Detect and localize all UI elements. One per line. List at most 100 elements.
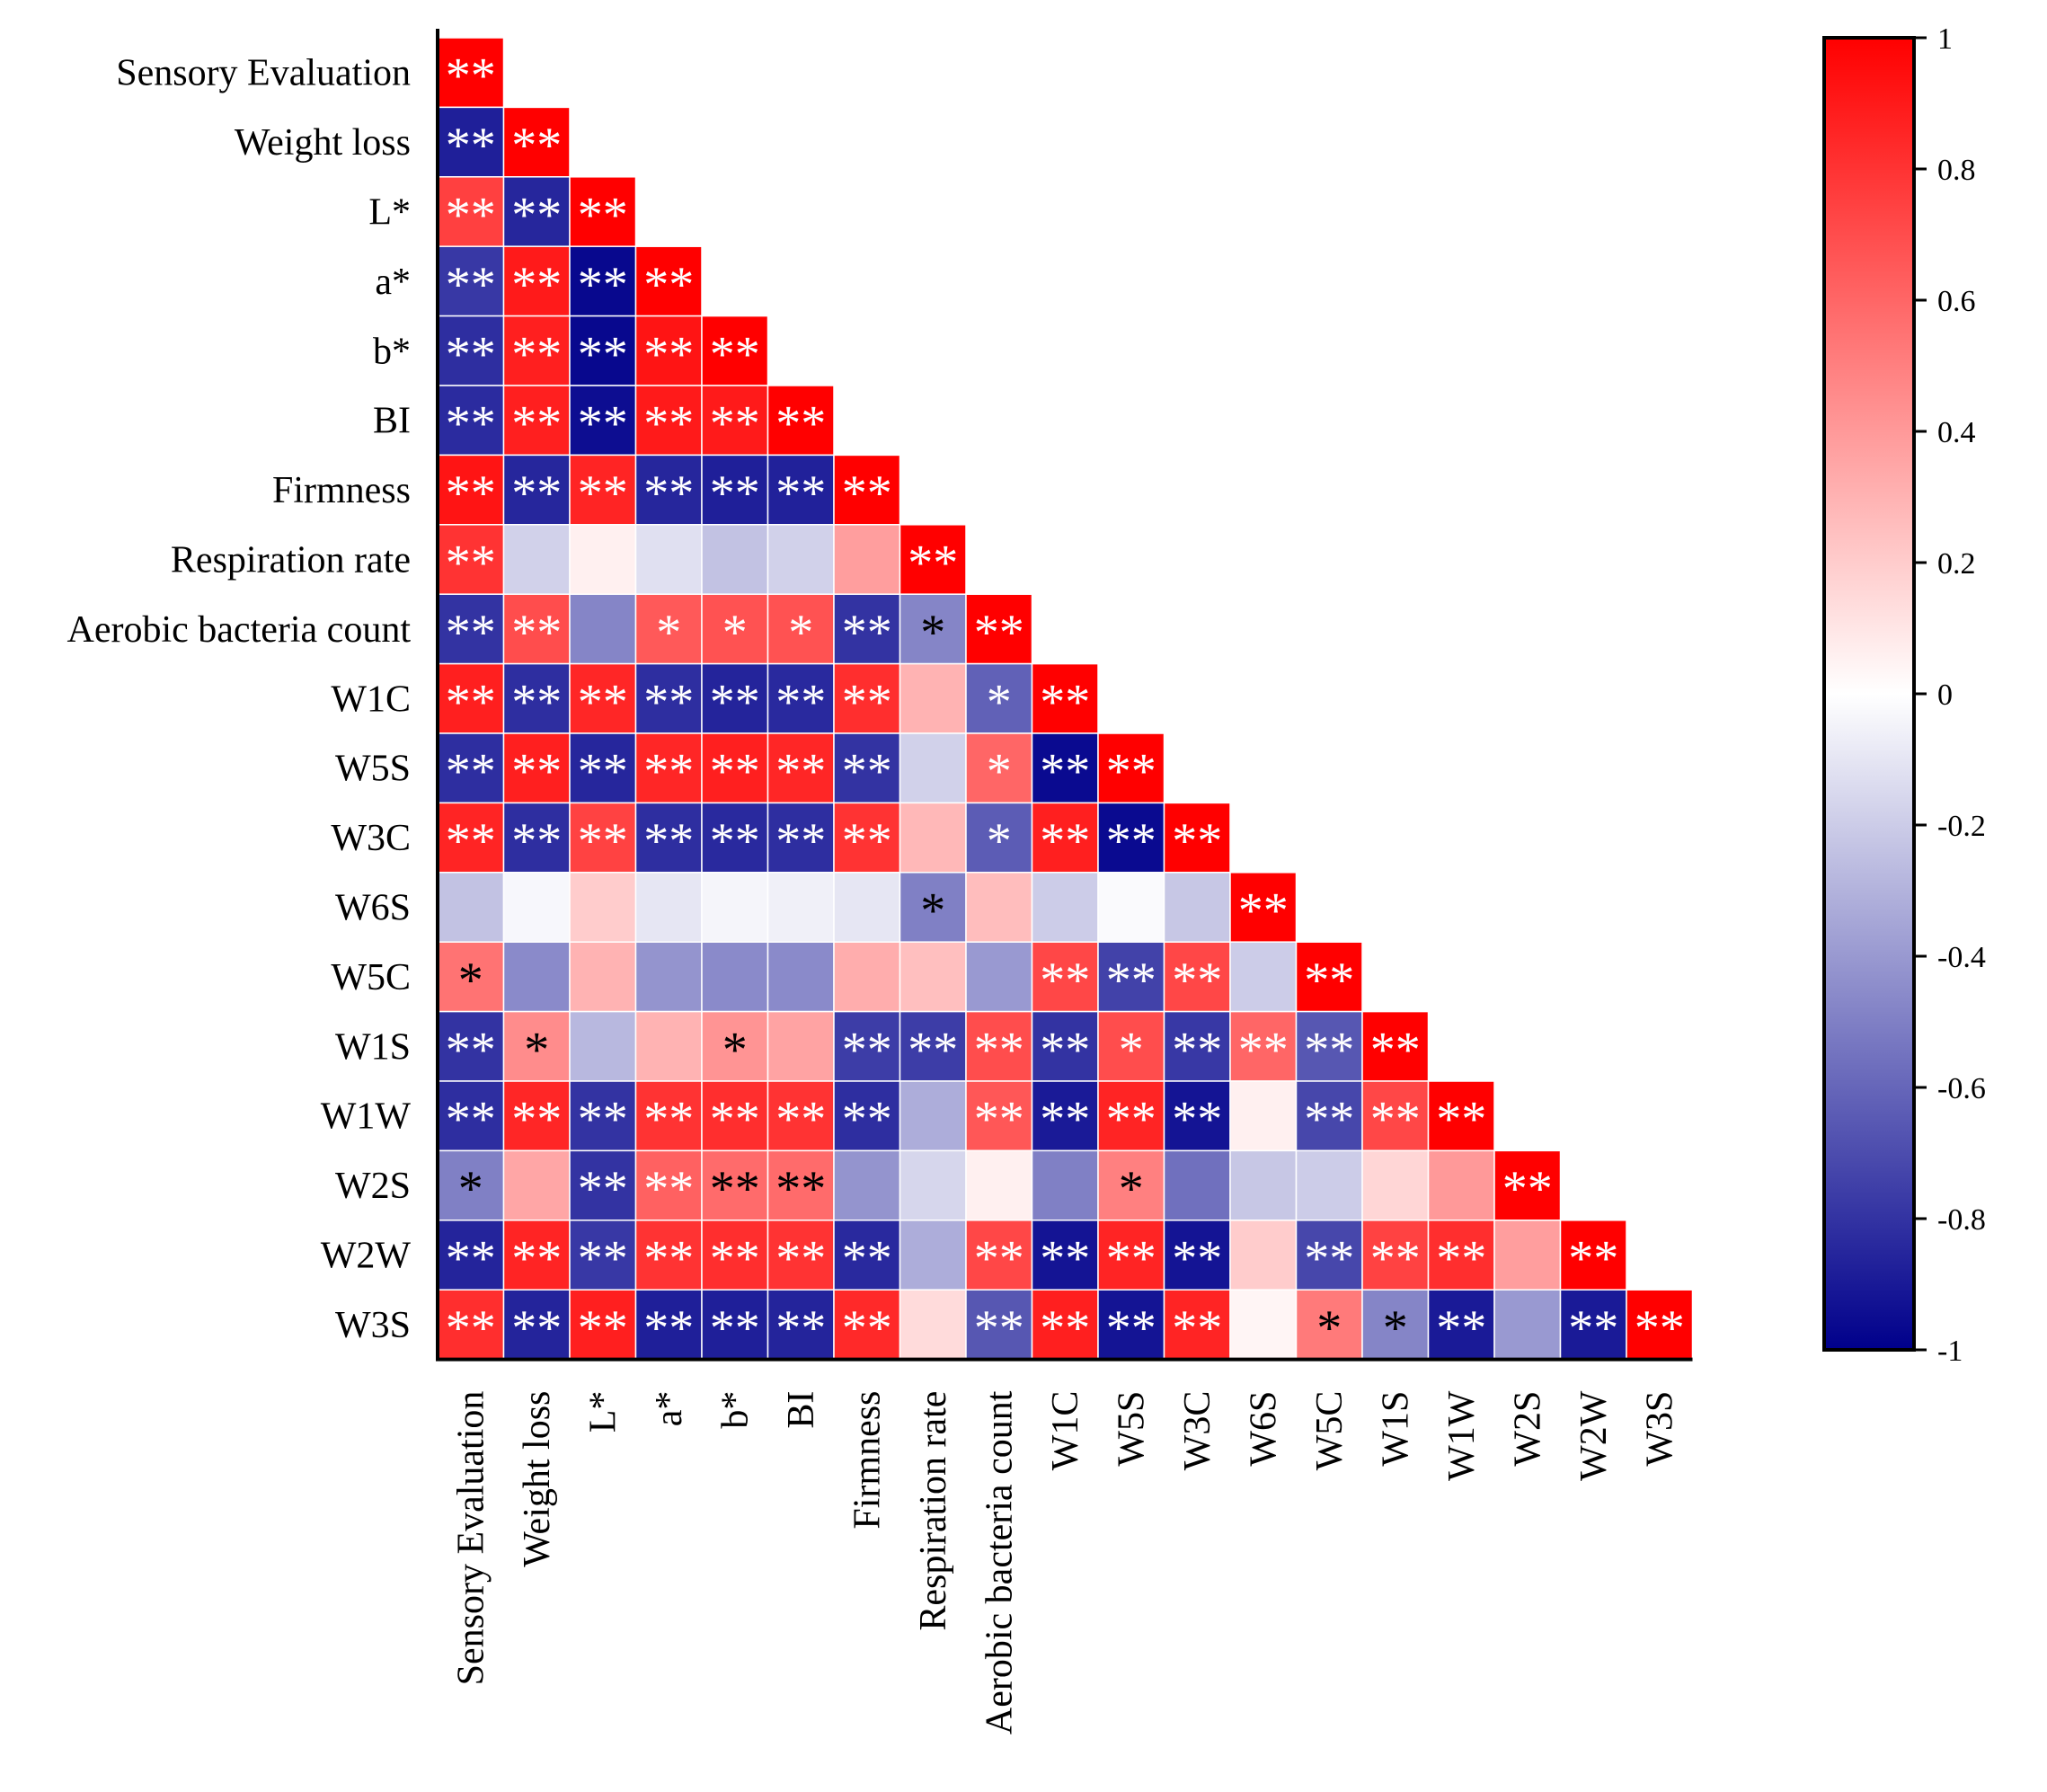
cell-11-0 xyxy=(437,802,505,874)
sig-mark-15-11: ** xyxy=(1172,1092,1222,1148)
sig-mark-18-3: ** xyxy=(643,1300,694,1356)
column-label-8: Aerobic bacteria count xyxy=(979,1390,1021,1734)
sig-mark-14-13: ** xyxy=(1304,1022,1354,1078)
sig-mark-14-4: * xyxy=(722,1022,748,1078)
sig-mark-16-2: ** xyxy=(578,1161,628,1217)
cell-14-14 xyxy=(1361,1010,1430,1082)
cell-16-13 xyxy=(1295,1149,1363,1221)
sig-mark-15-3: ** xyxy=(643,1092,694,1148)
cell-18-6 xyxy=(833,1289,901,1361)
sig-mark-15-8: ** xyxy=(974,1092,1024,1148)
sig-mark-16-10: * xyxy=(1119,1161,1144,1217)
cell-6-1 xyxy=(502,454,571,526)
cell-0-0 xyxy=(437,37,505,109)
column-label-14: W1S xyxy=(1376,1391,1417,1467)
cell-13-11 xyxy=(1163,941,1231,1013)
cell-16-15 xyxy=(1427,1149,1495,1221)
cell-11-6 xyxy=(833,802,901,874)
column-label-1: Weight loss xyxy=(517,1391,558,1567)
cell-16-12 xyxy=(1229,1149,1298,1221)
sig-mark-17-10: ** xyxy=(1106,1231,1156,1287)
cell-18-7 xyxy=(899,1289,967,1361)
column-label-15: W1W xyxy=(1441,1390,1483,1481)
cell-15-3 xyxy=(634,1080,703,1152)
cell-1-0 xyxy=(437,106,505,178)
cell-12-11 xyxy=(1163,872,1231,943)
cell-5-1 xyxy=(502,385,571,457)
cell-7-4 xyxy=(701,524,769,595)
sig-mark-10-10: ** xyxy=(1106,744,1156,800)
colorbar: 1 0.8 0.6 0.4 0.2 0 -0.2 -0.4 -0.6 -0.8 -1 xyxy=(1822,22,1986,1368)
cell-10-10 xyxy=(1097,732,1165,804)
sig-mark-15-14: ** xyxy=(1370,1092,1421,1148)
cell-11-9 xyxy=(1031,802,1099,874)
cell-15-8 xyxy=(965,1080,1033,1152)
cell-7-3 xyxy=(634,524,703,595)
cell-7-6 xyxy=(833,524,901,595)
sig-mark-6-6: ** xyxy=(842,466,892,521)
sig-mark-18-17: ** xyxy=(1568,1300,1618,1356)
cell-18-1 xyxy=(502,1289,571,1361)
cell-17-8 xyxy=(965,1220,1033,1291)
column-label-13: W5C xyxy=(1309,1391,1351,1471)
sig-mark-15-2: ** xyxy=(578,1092,628,1148)
cell-11-8 xyxy=(965,802,1033,874)
cell-9-5 xyxy=(767,662,835,734)
colorbar-tick-label-5: 0 xyxy=(1937,679,1953,712)
sig-mark-10-4: ** xyxy=(710,744,760,800)
column-label-7: Respiration rate xyxy=(913,1391,954,1631)
sig-mark-8-5: * xyxy=(788,605,813,661)
cell-13-13 xyxy=(1295,941,1363,1013)
column-label-3: a* xyxy=(649,1391,690,1427)
row-label-12: W6S xyxy=(335,888,411,929)
sig-mark-15-9: ** xyxy=(1040,1092,1090,1148)
cell-11-2 xyxy=(569,802,637,874)
cell-17-7 xyxy=(899,1220,967,1291)
cell-14-13 xyxy=(1295,1010,1363,1082)
cell-18-9 xyxy=(1031,1289,1099,1361)
colorbar-tick-label-7: -0.4 xyxy=(1937,941,1986,974)
column-label-0: Sensory Evaluation xyxy=(451,1391,492,1686)
cell-11-7 xyxy=(899,802,967,874)
cell-6-0 xyxy=(437,454,505,526)
cell-7-5 xyxy=(767,524,835,595)
sig-mark-13-9: ** xyxy=(1040,953,1090,1008)
sig-mark-18-0: ** xyxy=(446,1300,496,1356)
sig-mark-14-12: ** xyxy=(1238,1022,1289,1078)
colorbar-tick-label-0: 1 xyxy=(1937,22,1953,56)
sig-mark-3-1: ** xyxy=(511,257,562,313)
cell-14-7 xyxy=(899,1010,967,1082)
cell-12-12 xyxy=(1229,872,1298,943)
sig-mark-15-13: ** xyxy=(1304,1092,1354,1148)
sig-mark-9-2: ** xyxy=(578,674,628,730)
sig-mark-6-1: ** xyxy=(511,466,562,521)
cell-13-2 xyxy=(569,941,637,1013)
column-label-4: b* xyxy=(715,1391,757,1429)
colorbar-tick-label-4: 0.2 xyxy=(1937,547,1976,581)
cell-18-5 xyxy=(767,1289,835,1361)
column-label-9: W1C xyxy=(1045,1391,1086,1471)
sig-mark-14-11: ** xyxy=(1172,1022,1222,1078)
cell-9-8 xyxy=(965,662,1033,734)
cell-16-14 xyxy=(1361,1149,1430,1221)
sig-mark-18-4: ** xyxy=(710,1300,760,1356)
cell-18-11 xyxy=(1163,1289,1231,1361)
row-label-0: Sensory Evaluation xyxy=(116,53,411,94)
cell-17-14 xyxy=(1361,1220,1430,1291)
cell-16-11 xyxy=(1163,1149,1231,1221)
column-labels: Sensory Evaluation Weight loss L* a* b* BI Fir… xyxy=(451,1390,1681,1734)
sig-mark-11-2: ** xyxy=(578,813,628,869)
sig-mark-8-4: * xyxy=(722,605,748,661)
axes-layer xyxy=(436,29,1693,1362)
significance-layer: **** **** ** **** ** ** **** ** ** ** **** ** ** ** **… xyxy=(446,49,1685,1356)
cell-7-0 xyxy=(437,524,505,595)
cell-12-9 xyxy=(1031,872,1099,943)
cell-12-5 xyxy=(767,872,835,943)
cell-13-6 xyxy=(833,941,901,1013)
cell-2-2 xyxy=(569,176,637,247)
cell-16-5 xyxy=(767,1149,835,1221)
cell-11-5 xyxy=(767,802,835,874)
cell-9-1 xyxy=(502,662,571,734)
sig-mark-6-5: ** xyxy=(775,466,826,521)
colorbar-tick-label-1: 0.8 xyxy=(1937,154,1976,187)
